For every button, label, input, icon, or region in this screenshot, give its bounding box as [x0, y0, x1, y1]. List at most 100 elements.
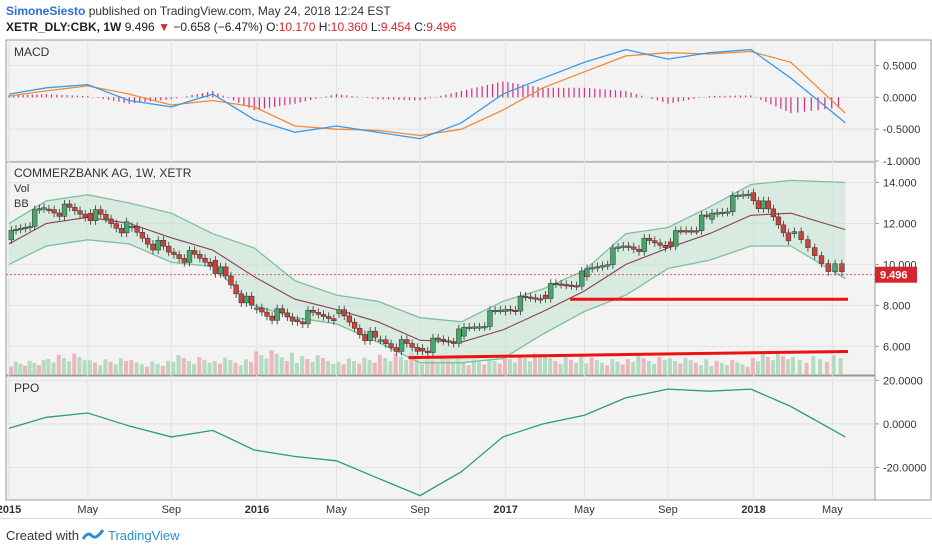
volume-bar — [471, 359, 476, 375]
volume-bar — [72, 353, 77, 375]
volume-bar — [507, 359, 512, 375]
last-price-tag — [875, 266, 917, 283]
volume-bar — [92, 362, 97, 375]
volume-bar — [331, 363, 336, 375]
volume-bar — [254, 351, 259, 375]
volume-bar — [372, 362, 377, 375]
candle-body — [425, 350, 431, 353]
candle-body — [693, 230, 700, 233]
symbol-label: XETR_DLY:CBK, 1W — [6, 20, 122, 34]
candle-body — [456, 328, 462, 344]
candle-body — [274, 308, 280, 321]
volume-bar — [150, 361, 155, 375]
volume-bar — [605, 365, 610, 375]
volume-bar — [730, 360, 735, 375]
candle-body — [487, 310, 493, 327]
volume-bar — [568, 359, 573, 375]
volume-bar — [87, 360, 92, 375]
candle-body — [451, 341, 457, 344]
candle-body — [87, 212, 94, 221]
candle-body — [805, 239, 811, 248]
volume-bar — [804, 362, 809, 375]
volume-bar — [217, 363, 222, 375]
volume-bar — [27, 360, 32, 375]
volume-bar — [284, 361, 289, 375]
volume-bar — [357, 363, 362, 375]
high-value: 10.360 — [330, 20, 368, 34]
open-label: O: — [266, 20, 279, 34]
candle-body — [294, 319, 301, 323]
volume-bar — [589, 357, 594, 375]
ppo-axis-tick-label: 0.0000 — [883, 419, 917, 431]
candle-body — [103, 214, 109, 220]
candle-body — [584, 268, 590, 277]
volume-bar — [186, 360, 191, 375]
volume-bar — [238, 365, 243, 375]
candle-body — [735, 194, 741, 197]
candle-body — [440, 339, 446, 342]
candle-body — [780, 224, 787, 234]
candle-body — [698, 214, 705, 231]
volume-bar — [502, 355, 507, 375]
volume-bar — [118, 358, 123, 375]
volume-bar — [673, 361, 678, 375]
candle-body — [724, 211, 731, 214]
volume-bar — [166, 360, 171, 375]
volume-bar — [212, 361, 217, 375]
candle-body — [383, 339, 389, 344]
candle-body — [461, 327, 467, 337]
candle-body — [315, 312, 321, 315]
candle-body — [791, 231, 797, 234]
candle-body — [150, 243, 156, 251]
candle-body — [186, 250, 193, 263]
volume-bar — [735, 362, 740, 375]
volume-bar — [631, 361, 636, 375]
price-pane-title: COMMERZBANK AG, 1W, XETR — [14, 166, 192, 180]
candle-body — [745, 193, 751, 196]
candle-body — [615, 246, 621, 249]
candle-body — [404, 339, 410, 344]
candle-body — [108, 218, 114, 224]
macd-axis-tick-label: 0.5000 — [883, 60, 917, 72]
volume-bar — [259, 355, 264, 375]
candle-body — [678, 230, 684, 233]
volume-bar — [108, 361, 113, 375]
volume-bar — [409, 352, 414, 375]
candle-body — [657, 242, 663, 246]
price-change: −0.658 (−6.47%) — [173, 20, 263, 34]
candle-body — [825, 263, 831, 272]
volume-bar — [775, 352, 780, 375]
candle-body — [377, 339, 384, 342]
author-link[interactable]: SimoneSiesto — [6, 4, 86, 18]
volume-bar — [233, 362, 238, 375]
price-axis-tick-label: 14.000 — [883, 177, 917, 189]
candle-body — [594, 266, 601, 269]
macd-axis-tick-label: -0.5000 — [883, 124, 920, 136]
volume-bar — [398, 357, 403, 375]
volume-bar — [548, 358, 553, 375]
volume-bar — [636, 355, 641, 375]
tradingview-logo-icon — [82, 529, 104, 540]
volume-bar — [553, 360, 558, 375]
volume-bar — [18, 363, 23, 375]
volume-bar — [367, 360, 372, 375]
candle-body — [798, 231, 804, 240]
volume-bar — [202, 359, 207, 375]
volume-bar — [740, 364, 745, 375]
tradingview-brand[interactable]: TradingView — [108, 528, 180, 543]
volume-bar — [124, 361, 129, 375]
volume-bar — [688, 360, 693, 375]
candle-body — [393, 347, 399, 352]
volume-bar — [435, 362, 440, 375]
volume-bar — [719, 363, 724, 375]
volume-bar — [522, 358, 527, 375]
trading-chart[interactable]: 2015 May Sep 2016 May Sep 2017 May Sep 2018 May 0.5… — [0, 38, 932, 518]
volume-bar — [346, 358, 351, 375]
candle-body — [326, 316, 332, 319]
volume-bar — [512, 362, 517, 375]
volume-bar — [134, 362, 139, 375]
volume-bar — [315, 355, 320, 375]
volume-bar — [492, 361, 497, 375]
candle-body — [507, 309, 514, 312]
volume-bar — [113, 364, 118, 375]
